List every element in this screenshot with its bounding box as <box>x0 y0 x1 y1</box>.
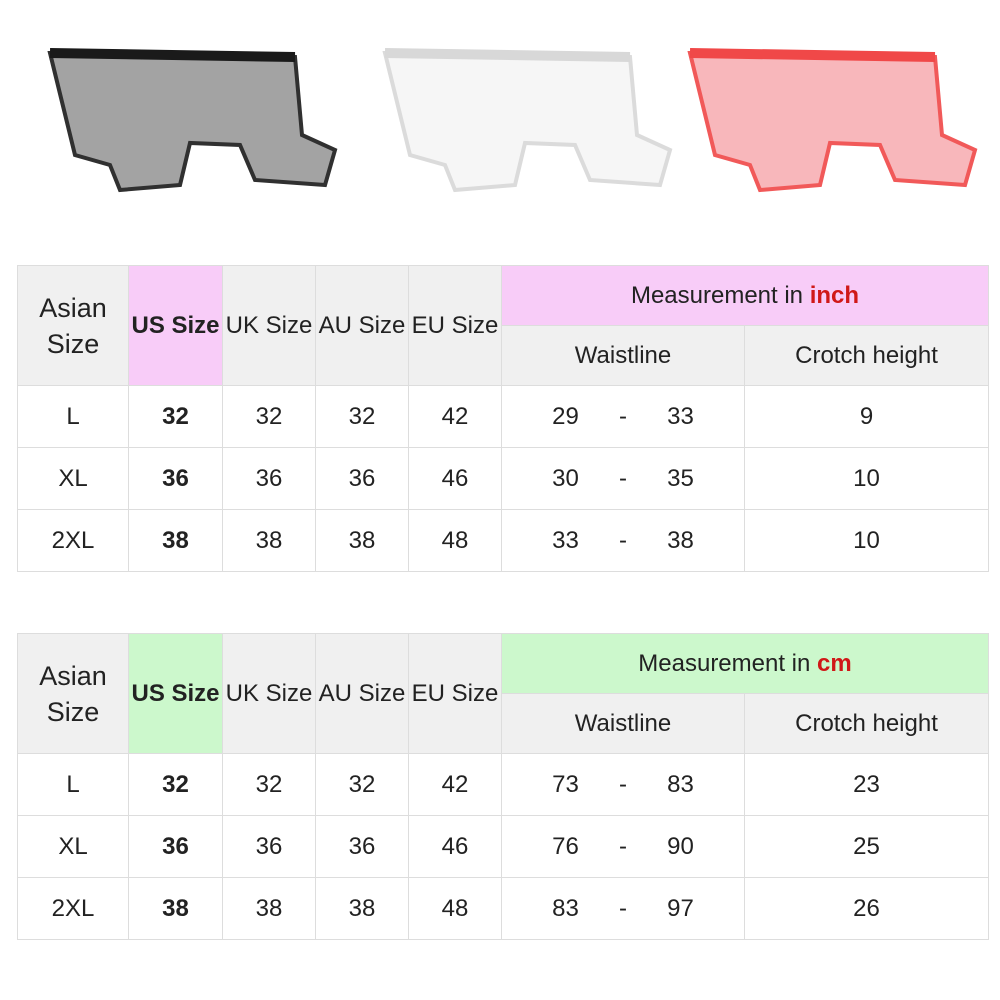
dash: - <box>618 832 627 860</box>
header-uk-size: UK Size <box>222 633 316 754</box>
cell-au: 38 <box>315 509 409 572</box>
table-row: XL 36 36 36 46 30 - 35 10 <box>17 447 989 510</box>
header-crotch-height: Crotch height <box>744 693 989 754</box>
dash: - <box>618 526 627 554</box>
cell-au: 32 <box>315 385 409 448</box>
header-au-size: AU Size <box>315 265 409 386</box>
waist-min: 33 <box>552 526 579 554</box>
cell-us: 32 <box>128 385 223 448</box>
size-table-inch: Asian Size US Size UK Size AU Size EU Si… <box>17 265 989 572</box>
cell-us: 36 <box>128 447 223 510</box>
waist-min: 29 <box>552 402 579 430</box>
cell-crotch: 9 <box>744 385 989 448</box>
header-eu-size: EU Size <box>408 633 502 754</box>
cell-asian: 2XL <box>17 509 129 572</box>
cell-eu: 48 <box>408 509 502 572</box>
dash: - <box>618 402 627 430</box>
cell-asian: XL <box>17 447 129 510</box>
header-waistline: Waistline <box>501 325 745 386</box>
cell-eu: 42 <box>408 753 502 816</box>
cell-asian: XL <box>17 815 129 878</box>
cell-crotch: 25 <box>744 815 989 878</box>
dash: - <box>618 770 627 798</box>
waist-max: 97 <box>667 894 694 922</box>
waist-min: 83 <box>552 894 579 922</box>
waist-min: 30 <box>552 464 579 492</box>
table-row: L 32 32 32 42 29 - 33 9 <box>17 385 989 448</box>
cell-us: 38 <box>128 509 223 572</box>
cell-au: 38 <box>315 877 409 940</box>
header-us-size: US Size <box>128 633 223 754</box>
cell-waistline: 33 - 38 <box>501 509 745 572</box>
waist-max: 90 <box>667 832 694 860</box>
cell-au: 32 <box>315 753 409 816</box>
header-au-size: AU Size <box>315 633 409 754</box>
header-uk-size: UK Size <box>222 265 316 386</box>
waist-max: 38 <box>667 526 694 554</box>
cell-uk: 32 <box>222 753 316 816</box>
cell-us: 32 <box>128 753 223 816</box>
cell-au: 36 <box>315 815 409 878</box>
waist-min: 73 <box>552 770 579 798</box>
cell-uk: 38 <box>222 509 316 572</box>
cell-eu: 46 <box>408 815 502 878</box>
dash: - <box>618 894 627 922</box>
cell-crotch: 23 <box>744 753 989 816</box>
table-row: 2XL 38 38 38 48 83 - 97 26 <box>17 877 989 940</box>
cell-waistline: 83 - 97 <box>501 877 745 940</box>
cell-uk: 32 <box>222 385 316 448</box>
cell-eu: 42 <box>408 385 502 448</box>
waist-max: 83 <box>667 770 694 798</box>
header-us-size: US Size <box>128 265 223 386</box>
cell-us: 38 <box>128 877 223 940</box>
measurement-prefix: Measurement in <box>630 281 810 309</box>
cell-crotch: 10 <box>744 447 989 510</box>
table-row: XL 36 36 36 46 76 - 90 25 <box>17 815 989 878</box>
cell-eu: 48 <box>408 877 502 940</box>
cell-asian: L <box>17 385 129 448</box>
header-eu-size: EU Size <box>408 265 502 386</box>
cell-waistline: 29 - 33 <box>501 385 745 448</box>
cell-au: 36 <box>315 447 409 510</box>
product-image-red <box>680 45 980 210</box>
cell-waistline: 30 - 35 <box>501 447 745 510</box>
header-asian-size: Asian Size <box>17 265 129 386</box>
product-image-white <box>375 45 675 210</box>
header-measurement: Measurement in cm <box>501 633 989 694</box>
table-row: 2XL 38 38 38 48 33 - 38 10 <box>17 509 989 572</box>
dash: - <box>618 464 627 492</box>
measurement-unit: cm <box>817 649 852 677</box>
cell-crotch: 10 <box>744 509 989 572</box>
measurement-unit: inch <box>809 281 860 309</box>
waist-max: 33 <box>667 402 694 430</box>
header-asian-size: Asian Size <box>17 633 129 754</box>
cell-asian: L <box>17 753 129 816</box>
cell-eu: 46 <box>408 447 502 510</box>
cell-asian: 2XL <box>17 877 129 940</box>
header-waistline: Waistline <box>501 693 745 754</box>
header-measurement: Measurement in inch <box>501 265 989 326</box>
cell-uk: 36 <box>222 815 316 878</box>
cell-waistline: 76 - 90 <box>501 815 745 878</box>
waist-min: 76 <box>552 832 579 860</box>
header-crotch-height: Crotch height <box>744 325 989 386</box>
waist-max: 35 <box>667 464 694 492</box>
product-image-black <box>40 45 340 210</box>
cell-us: 36 <box>128 815 223 878</box>
cell-crotch: 26 <box>744 877 989 940</box>
measurement-prefix: Measurement in <box>638 649 818 677</box>
size-table-cm: Asian Size US Size UK Size AU Size EU Si… <box>17 633 989 940</box>
cell-waistline: 73 - 83 <box>501 753 745 816</box>
table-row: L 32 32 32 42 73 - 83 23 <box>17 753 989 816</box>
cell-uk: 38 <box>222 877 316 940</box>
cell-uk: 36 <box>222 447 316 510</box>
